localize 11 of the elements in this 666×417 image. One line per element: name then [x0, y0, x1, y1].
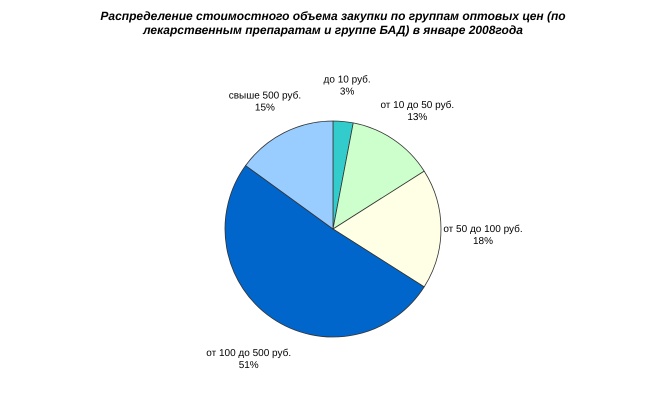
data-label: 13% — [407, 112, 428, 123]
slice-label: до 10 руб. — [324, 74, 371, 86]
chart-title: Распределение стоимостного объема закупки по группам оптовых цен (по лекарственным препаратам и группе БАД) в январе 2008года — [100, 9, 566, 37]
data-label: 18% — [472, 236, 494, 247]
slice-label: от 100 до 500 руб. — [206, 348, 292, 360]
slice-label: свыше 500 руб. — [228, 90, 302, 102]
slice-label: от 10 до 50 руб. — [380, 100, 454, 111]
data-label: 15% — [254, 102, 276, 114]
data-label: 3% — [340, 86, 354, 98]
slice-label: от 50 до 100 руб. — [443, 224, 523, 235]
data-label: 51% — [238, 360, 259, 372]
